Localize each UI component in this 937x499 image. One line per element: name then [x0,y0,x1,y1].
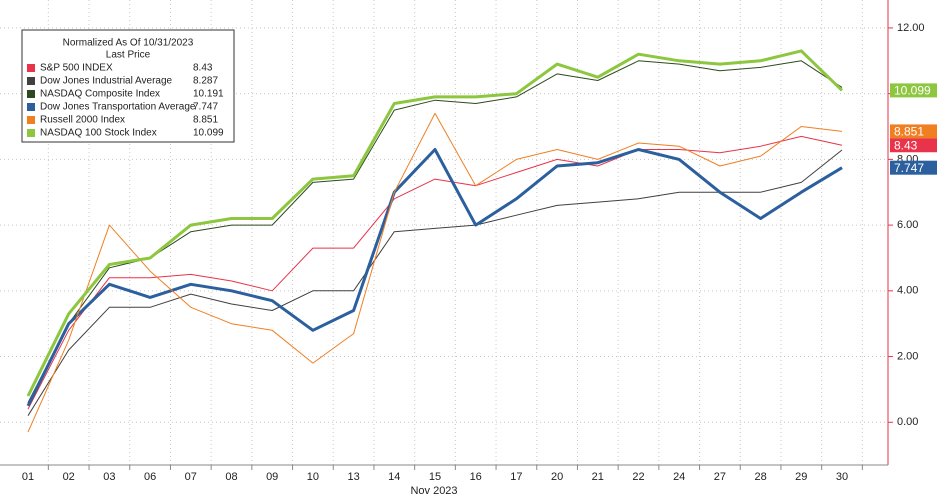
x-tick-label: 09 [266,471,278,483]
y-tick-label: 0.00 [897,416,918,428]
series-line [27,112,843,433]
legend-label: Dow Jones Transportation Average [40,102,196,113]
price-tag-label: 7.747 [894,161,924,175]
x-axis-label: Nov 2023 [410,485,457,497]
x-tick-label: 27 [714,471,726,483]
legend-value: 8.851 [193,115,218,126]
legend-title: Normalized As Of 10/31/2023 [63,38,194,49]
x-tick-label: 24 [673,471,685,483]
x-tick-label: 06 [144,471,156,483]
legend-swatch [27,103,35,111]
legend-label: Dow Jones Industrial Average [40,76,173,87]
legend-label: NASDAQ 100 Stock Index [40,128,157,139]
x-tick-label: 08 [225,471,237,483]
price-tag [890,138,937,153]
x-tick-label: 02 [63,471,75,483]
x-tick-label: 03 [103,471,115,483]
legend-swatch [27,116,35,124]
price-tag-label: 8.43 [894,138,918,152]
x-tick-label: 29 [795,471,807,483]
series-line [26,148,843,407]
x-tick-label: 07 [185,471,197,483]
x-tick-label: 17 [510,471,522,483]
legend-swatch [27,64,35,72]
x-tick-label: 13 [347,471,359,483]
x-tick-label: 15 [429,471,441,483]
x-tick-label: 22 [632,471,644,483]
legend-subtitle: Last Price [106,50,151,61]
price-tag-label: 10.099 [894,84,931,98]
series-line [27,60,843,403]
series-line [27,149,843,416]
x-tick-label: 30 [836,471,848,483]
series-line [26,49,844,397]
y-tick-label: 6.00 [897,219,918,231]
legend-value: 10.099 [193,128,224,139]
x-tick-label: 10 [307,471,319,483]
legend-value: 7.747 [193,102,218,113]
legend-swatch [27,129,35,137]
legend-value: 10.191 [193,89,224,100]
price-tag [890,124,937,139]
y-tick-label: 4.00 [897,285,918,297]
legend-label: NASDAQ Composite Index [40,89,160,100]
legend-box [21,29,235,143]
x-tick-label: 14 [388,471,400,483]
x-tick-label: 01 [22,471,34,483]
x-tick-label: 21 [592,471,604,483]
price-tag-label: 8.851 [894,125,924,139]
price-tag [890,160,937,175]
legend-label: Russell 2000 Index [40,115,125,126]
legend-swatch [27,77,35,85]
legend-label: S&P 500 INDEX [40,63,113,74]
price-tag [890,83,937,98]
legend-swatch [27,90,35,98]
legend-value: 8.43 [193,63,213,74]
y-tick-label: 12.00 [897,22,925,34]
series-line [27,135,843,410]
y-tick-label: 2.00 [897,350,918,362]
legend-value: 8.287 [193,76,218,87]
x-tick-label: 16 [470,471,482,483]
x-tick-label: 20 [551,471,563,483]
x-tick-label: 28 [754,471,766,483]
